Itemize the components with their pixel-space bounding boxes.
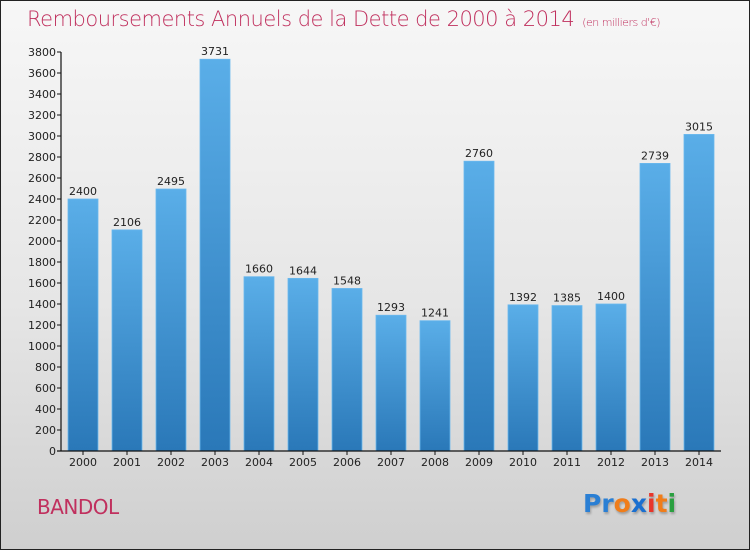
bar-2001 <box>111 229 143 452</box>
y-tick-label-1400: 1400 <box>28 298 56 311</box>
value-label-2004: 1660 <box>245 263 273 276</box>
x-tick-label-2003: 2003 <box>201 456 229 469</box>
x-tick-label-2011: 2011 <box>553 456 581 469</box>
y-tick-label-1800: 1800 <box>28 256 56 269</box>
logo-letter: x <box>630 489 647 518</box>
x-tick-label-2010: 2010 <box>509 456 537 469</box>
value-label-2001: 2106 <box>113 216 141 229</box>
bar-2003 <box>199 58 231 452</box>
x-tick-label-2006: 2006 <box>333 456 361 469</box>
logo-letter: o <box>613 489 631 518</box>
y-tick-label-3600: 3600 <box>28 67 56 80</box>
bar-2000 <box>67 198 99 452</box>
bar-2008 <box>419 320 451 452</box>
value-label-2006: 1548 <box>333 274 361 287</box>
value-label-2005: 1644 <box>289 264 317 277</box>
x-tick-label-2014: 2014 <box>685 456 713 469</box>
axes-group: 2000 2001 2002 2003 2004 2005 2006 2007 2008 2009… <box>28 46 721 469</box>
chart-title: Remboursements Annuels de la Dette de 20… <box>27 7 660 31</box>
value-label-2007: 1293 <box>377 301 405 314</box>
bar-2005 <box>287 277 319 452</box>
y-tick-label-400: 400 <box>35 403 56 416</box>
bar-2004 <box>243 276 275 452</box>
y-tick-label-600: 600 <box>35 382 56 395</box>
logo-letter: t <box>655 489 668 518</box>
value-label-2009: 2760 <box>465 147 493 160</box>
x-tick-label-2013: 2013 <box>641 456 669 469</box>
y-tick-label-3400: 3400 <box>28 88 56 101</box>
x-tick-label-2005: 2005 <box>289 456 317 469</box>
bar-2007 <box>375 314 407 452</box>
logo-letter: r <box>601 489 614 518</box>
x-tick-label-2009: 2009 <box>465 456 493 469</box>
value-label-2003: 3731 <box>201 45 229 58</box>
bars-group: 2400 2106 2495 3731 1660 1644 1548 1293 1241 2760… <box>67 45 715 452</box>
y-tick-label-2000: 2000 <box>28 235 56 248</box>
y-tick-label-200: 200 <box>35 424 56 437</box>
y-tick-label-3200: 3200 <box>28 109 56 122</box>
y-tick-label-800: 800 <box>35 361 56 374</box>
bar-2010 <box>507 304 539 452</box>
y-tick-label-1600: 1600 <box>28 277 56 290</box>
value-label-2011: 1385 <box>553 292 581 305</box>
bar-2006 <box>331 288 363 452</box>
y-tick-label-3000: 3000 <box>28 130 56 143</box>
value-label-2013: 2739 <box>641 149 669 162</box>
bar-2013 <box>639 163 671 452</box>
value-label-2008: 1241 <box>421 307 449 320</box>
value-label-2012: 1400 <box>597 290 625 303</box>
y-tick-label-2600: 2600 <box>28 172 56 185</box>
y-tick-label-3800: 3800 <box>28 46 56 59</box>
y-tick-label-2200: 2200 <box>28 214 56 227</box>
x-tick-label-2001: 2001 <box>113 456 141 469</box>
x-tick-label-2002: 2002 <box>157 456 185 469</box>
city-name: BANDOL <box>37 495 119 519</box>
proxiti-logo[interactable]: Proxiti <box>583 489 676 518</box>
title-text: Remboursements Annuels de la Dette de 20… <box>27 7 575 31</box>
bar-2011 <box>551 305 583 452</box>
x-tick-label-2007: 2007 <box>377 456 405 469</box>
x-tick-label-2012: 2012 <box>597 456 625 469</box>
y-tick-label-1000: 1000 <box>28 340 56 353</box>
y-tick-label-2400: 2400 <box>28 193 56 206</box>
logo-letter: i <box>667 489 677 518</box>
value-label-2000: 2400 <box>69 185 97 198</box>
y-tick-label-2800: 2800 <box>28 151 56 164</box>
value-label-2014: 3015 <box>685 120 713 133</box>
x-tick-label-2004: 2004 <box>245 456 273 469</box>
bar-2002 <box>155 188 187 452</box>
y-tick-label-1200: 1200 <box>28 319 56 332</box>
value-label-2010: 1392 <box>509 291 537 304</box>
logo-letter: P <box>583 489 602 518</box>
title-unit: (en milliers d'€) <box>582 16 660 29</box>
bar-2009 <box>463 160 495 452</box>
x-tick-label-2000: 2000 <box>69 456 97 469</box>
y-tick-label-0: 0 <box>49 445 56 458</box>
logo-letter: i <box>647 489 656 518</box>
bar-2012 <box>595 303 627 452</box>
x-tick-label-2008: 2008 <box>421 456 449 469</box>
bar-2014 <box>683 134 715 452</box>
value-label-2002: 2495 <box>157 175 185 188</box>
